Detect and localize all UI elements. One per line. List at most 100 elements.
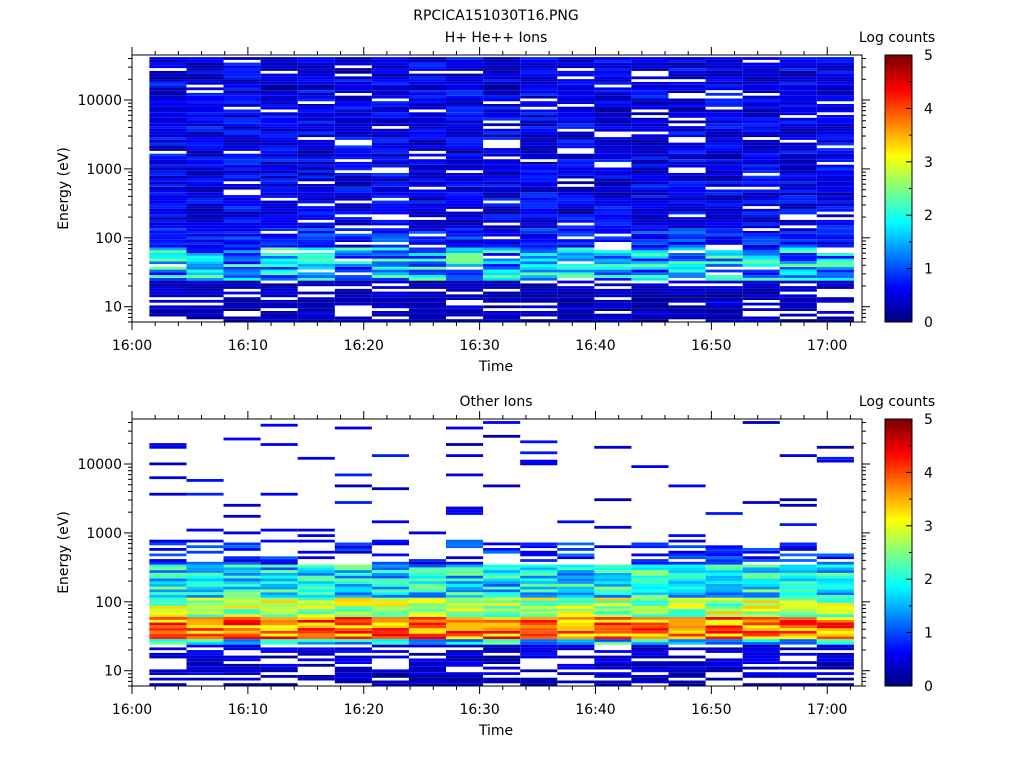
heatmap-cell <box>149 272 187 276</box>
heatmap-cell <box>371 139 409 143</box>
heatmap-cell <box>223 186 261 190</box>
heatmap-cell <box>483 644 521 648</box>
heatmap-cell <box>408 575 446 579</box>
heatmap-cell <box>668 225 706 229</box>
heatmap-cell <box>149 211 187 215</box>
heatmap-cell <box>779 272 817 276</box>
heatmap-cell <box>446 131 484 135</box>
heatmap-cell <box>223 253 261 256</box>
colorbar-step <box>885 308 912 312</box>
heatmap-cell <box>816 208 854 212</box>
heatmap-cell <box>816 79 854 82</box>
heatmap-cell <box>779 195 817 198</box>
heatmap-cell <box>371 200 409 204</box>
heatmap-cell <box>334 70 372 74</box>
heatmap-cell <box>520 197 558 201</box>
heatmap-cell <box>186 148 224 151</box>
heatmap-cell <box>779 639 817 642</box>
colorbar-step <box>885 632 912 636</box>
heatmap-cell <box>520 142 558 146</box>
heatmap-cell <box>779 206 817 209</box>
heatmap-cell <box>297 603 335 606</box>
heatmap-cell <box>668 316 706 320</box>
heatmap-cell <box>520 156 558 160</box>
heatmap-cell <box>594 600 632 604</box>
heatmap-cell <box>446 277 484 281</box>
heatmap-cell <box>297 73 335 77</box>
heatmap-cell <box>186 156 224 160</box>
heatmap-cell <box>371 611 409 615</box>
heatmap-cell <box>149 106 187 110</box>
heatmap-cell <box>260 167 298 171</box>
heatmap-cell <box>334 219 372 223</box>
heatmap-cell <box>149 189 187 193</box>
heatmap-cell <box>334 59 372 63</box>
heatmap-cell <box>631 90 669 93</box>
heatmap-cell <box>186 594 224 598</box>
heatmap-cell <box>149 594 187 598</box>
heatmap-cell <box>705 233 743 237</box>
heatmap-cell <box>408 59 446 63</box>
heatmap-cell <box>446 242 484 245</box>
heatmap-cell <box>186 123 224 127</box>
heatmap-cell <box>223 564 261 568</box>
heatmap-cell <box>371 564 409 568</box>
heatmap-cell <box>520 117 558 121</box>
heatmap-cell <box>483 208 521 212</box>
heatmap-cell <box>446 225 484 229</box>
heatmap-cell <box>520 95 558 99</box>
heatmap-cell <box>668 633 706 637</box>
heatmap-cell <box>408 142 446 146</box>
heatmap-cell <box>149 288 187 292</box>
heatmap-cell <box>483 109 521 113</box>
heatmap-cell <box>334 197 372 201</box>
heatmap-cell <box>186 264 224 267</box>
heatmap-cell <box>371 592 409 595</box>
heatmap-cell <box>186 203 224 207</box>
heatmap-cell <box>742 641 780 645</box>
heatmap-cell <box>186 68 224 71</box>
heatmap-cell <box>371 487 409 491</box>
heatmap-cell <box>520 545 558 549</box>
heatmap-cell <box>779 675 817 678</box>
heatmap-cell <box>149 600 187 604</box>
heatmap-cell <box>594 283 632 287</box>
heatmap-cell <box>371 156 409 160</box>
heatmap-cell <box>779 617 817 620</box>
heatmap-cell <box>297 233 335 237</box>
heatmap-cell <box>186 150 224 154</box>
heatmap-cell <box>705 250 743 253</box>
heatmap-cell <box>334 236 372 240</box>
heatmap-cell <box>742 630 780 634</box>
heatmap-cell <box>334 319 372 322</box>
heatmap-cell <box>149 611 187 615</box>
heatmap-cell <box>446 625 484 629</box>
heatmap-cell <box>668 639 706 642</box>
heatmap-cell <box>483 76 521 80</box>
heatmap-cell <box>705 156 743 160</box>
heatmap-cell <box>408 283 446 287</box>
heatmap-cell <box>483 570 521 573</box>
heatmap-cell <box>705 153 743 157</box>
heatmap-cell <box>779 608 817 612</box>
colorbar-step <box>885 271 912 275</box>
heatmap-cell <box>520 189 558 193</box>
heatmap-cell <box>260 90 298 93</box>
heatmap-cell <box>668 101 706 104</box>
heatmap-cell <box>816 592 854 595</box>
heatmap-cell <box>779 68 817 71</box>
heatmap-cell <box>334 206 372 209</box>
heatmap-cell <box>297 87 335 91</box>
heatmap-cell <box>594 294 632 298</box>
heatmap-cell <box>631 319 669 322</box>
heatmap-cell <box>186 244 224 248</box>
heatmap-cell <box>594 219 632 223</box>
heatmap-cell <box>297 192 335 196</box>
heatmap-cell <box>149 217 187 220</box>
heatmap-cell <box>186 280 224 284</box>
heatmap-cell <box>520 277 558 281</box>
heatmap-cell <box>520 214 558 218</box>
heatmap-cell <box>297 126 335 129</box>
heatmap-cell <box>446 272 484 276</box>
heatmap-cell <box>668 261 706 265</box>
